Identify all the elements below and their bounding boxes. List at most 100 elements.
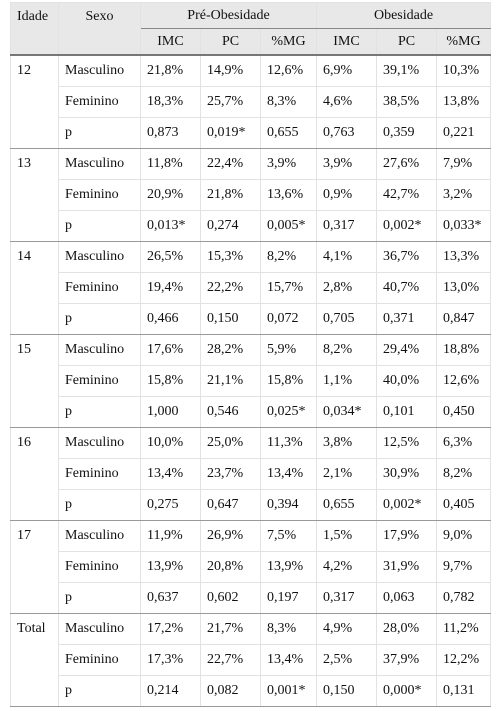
value-cell: 25,0% [200,427,261,459]
value-cell: 0,763 [316,117,378,149]
table-row: 15 Masculino 17,6% 28,2% 5,9% 8,2% 29,4% 18,8% [10,334,492,428]
age-cell: 13 [10,148,59,242]
value-cell: 26,9% [200,520,261,552]
value-cell: 21,7% [200,613,261,645]
value-cell: 0,150 [200,303,261,335]
age-cell: Total [10,613,59,707]
value-cell: 3,8% [316,427,378,459]
value-cell: 0,063 [376,582,438,614]
table-row: Feminino 17,3% 22,7% 13,4% 2,5% 37,9% 12,2% [11,644,492,676]
table-body: 12 Masculino 21,8% 14,9% 12,6% 6,9% 39,1% 10,3%… [10,54,492,707]
value-cell: 0,602 [200,582,261,614]
value-cell: 3,9% [259,148,318,180]
value-cell: 19,4% [140,272,201,304]
value-cell: 17,9% [376,520,438,552]
column-header: %MG [436,28,492,56]
value-cell: 40,7% [376,272,438,304]
value-cell: 0,131 [436,675,492,707]
header-cell: Idade [10,2,59,56]
sex-cell: p [58,210,141,242]
sex-cell: Masculino [58,427,141,459]
value-cell: 4,1% [316,241,378,273]
table-row: p 0,013* 0,274 0,005* 0,317 0,002* 0,033* [11,210,492,242]
table-row: Feminino 20,9% 21,8% 13,6% 0,9% 42,7% 3,2% [11,179,492,211]
value-cell: 17,3% [140,644,201,676]
table-row: Feminino 13,9% 20,8% 13,9% 4,2% 31,9% 9,7% [11,551,492,583]
value-cell: 0,274 [200,210,261,242]
value-cell: 39,1% [376,54,438,87]
value-cell: 13,0% [436,272,492,304]
sex-cell: Masculino [58,520,141,552]
table-row: Feminino 19,4% 22,2% 15,7% 2,8% 40,7% 13,0% [11,272,492,304]
age-cell: 14 [10,241,59,335]
column-header: PC [200,28,261,56]
value-cell: 0,013* [140,210,201,242]
table-row: p 0,275 0,647 0,394 0,655 0,002* 0,405 [11,489,492,521]
group-header: Pré-Obesidade [139,2,318,29]
value-cell: 40,0% [376,365,438,397]
value-cell: 13,3% [436,241,492,273]
value-cell: 25,7% [200,86,261,118]
value-cell: 0,033* [436,210,492,242]
sex-cell: Feminino [58,365,141,397]
value-cell: 38,5% [376,86,438,118]
value-cell: 20,8% [200,551,261,583]
value-cell: 0,214 [140,675,201,707]
value-cell: 12,5% [376,427,438,459]
table-row: p 0,214 0,082 0,001* 0,150 0,000* 0,131 [11,675,492,707]
value-cell: 0,001* [259,675,318,707]
sex-cell: p [58,489,141,521]
value-cell: 21,8% [140,54,201,87]
value-cell: 0,082 [200,675,261,707]
value-cell: 4,6% [316,86,378,118]
value-cell: 11,2% [436,613,492,645]
value-cell: 1,5% [316,520,378,552]
value-cell: 0,847 [436,303,492,335]
age-cell: 17 [10,520,59,614]
value-cell: 8,3% [259,86,318,118]
value-cell: 2,1% [316,458,378,490]
table-header: Idade Sexo Pré-Obesidade Obesidade IMC PC… [10,2,492,56]
sex-cell: p [58,117,141,149]
value-cell: 28,0% [376,613,438,645]
value-cell: 0,101 [376,396,438,428]
value-cell: 0,005* [259,210,318,242]
value-cell: 37,9% [376,644,438,676]
value-cell: 8,2% [316,334,378,366]
value-cell: 8,2% [436,458,492,490]
value-cell: 31,9% [376,551,438,583]
column-header: PC [376,28,438,56]
value-cell: 14,9% [200,54,261,87]
value-cell: 42,7% [376,179,438,211]
table-row: 14 Masculino 26,5% 15,3% 8,2% 4,1% 36,7% 13,3% [10,241,492,335]
value-cell: 8,2% [259,241,318,273]
value-cell: 0,317 [316,582,378,614]
value-cell: 15,7% [259,272,318,304]
value-cell: 0,275 [140,489,201,521]
value-cell: 17,6% [140,334,201,366]
value-cell: 0,637 [140,582,201,614]
value-cell: 2,5% [316,644,378,676]
value-cell: 7,9% [436,148,492,180]
age-cell: 16 [10,427,59,521]
value-cell: 5,9% [259,334,318,366]
column-header: %MG [259,28,318,56]
value-cell: 0,002* [376,489,438,521]
value-cell: 15,3% [200,241,261,273]
table-row: p 0,466 0,150 0,072 0,705 0,371 0,847 [11,303,492,335]
table-row: p 0,873 0,019* 0,655 0,763 0,359 0,221 [11,117,492,149]
header-cell: Sexo [58,2,141,56]
value-cell: 11,8% [140,148,201,180]
value-cell: 0,873 [140,117,201,149]
table-row: 16 Masculino 10,0% 25,0% 11,3% 3,8% 12,5% 6,3% [10,427,492,521]
value-cell: 22,4% [200,148,261,180]
age-cell: 15 [10,334,59,428]
column-header: IMC [316,28,378,56]
value-cell: 0,655 [259,117,318,149]
table-row: 13 Masculino 11,8% 22,4% 3,9% 3,9% 27,6% 7,9% [10,148,492,242]
value-cell: 21,8% [200,179,261,211]
value-cell: 9,0% [436,520,492,552]
value-cell: 3,2% [436,179,492,211]
value-cell: 17,2% [140,613,201,645]
